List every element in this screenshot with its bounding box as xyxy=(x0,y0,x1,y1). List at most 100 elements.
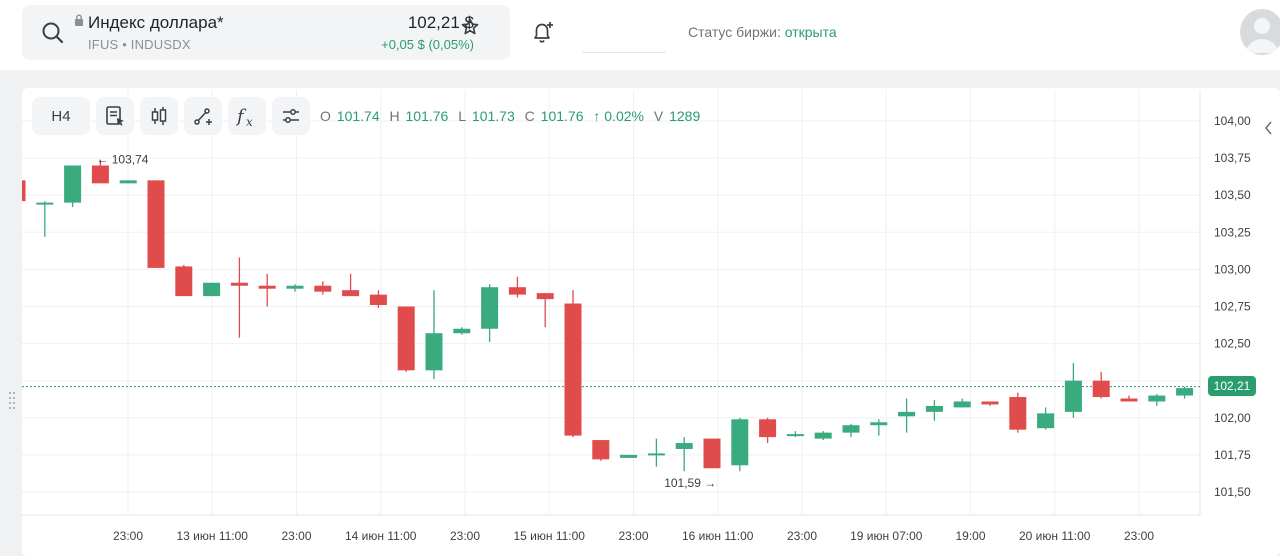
svg-text:x: x xyxy=(246,115,253,128)
avatar[interactable] xyxy=(1240,9,1280,55)
candle-body xyxy=(481,287,499,329)
candle-body xyxy=(1037,413,1055,429)
ticker-name: Индекс доллара* xyxy=(88,13,224,32)
candle-body xyxy=(759,419,777,438)
y-tick-label: 103,00 xyxy=(1214,262,1251,276)
settings-icon xyxy=(283,109,299,123)
chart-toolbar: H4 f x xyxy=(32,97,310,135)
drawing-icon xyxy=(194,108,212,125)
candle-body xyxy=(1176,388,1194,396)
candle-body xyxy=(647,453,665,456)
candle-body xyxy=(564,303,582,436)
ticker-code: IFUS • INDUSDX xyxy=(88,37,191,52)
ohlc-low-value: 101.73 xyxy=(471,108,515,124)
timeframe-button[interactable]: H4 xyxy=(32,97,90,135)
candle-body xyxy=(342,290,360,297)
x-tick-label: 23:00 xyxy=(618,529,648,543)
candle-body xyxy=(842,425,860,433)
ticker-price: 102,21 $ xyxy=(407,13,474,32)
min-price-label: 101,59 → xyxy=(664,476,716,490)
candle-body xyxy=(36,202,54,205)
ohlc-legend: O 101.74 H 101.76 L 101.73 C 101.76 ↑ 0.… xyxy=(320,108,706,124)
top-bar: Индекс доллара* IFUS • INDUSDX 102,21 $ … xyxy=(0,0,1280,70)
max-price-label: ← 103,74 xyxy=(96,153,148,167)
candle-body xyxy=(898,411,916,417)
y-tick-label: 104,00 xyxy=(1214,114,1251,128)
indicators-button[interactable]: f x xyxy=(228,97,266,135)
ticker-search-box[interactable]: Индекс доллара* IFUS • INDUSDX 102,21 $ … xyxy=(22,5,510,60)
candle-body xyxy=(369,294,387,306)
candle-body xyxy=(230,282,248,286)
x-tick-label: 23:00 xyxy=(787,529,817,543)
ohlc-low-label: L xyxy=(458,108,467,124)
candle-body xyxy=(731,419,749,466)
x-tick-label: 23:00 xyxy=(450,529,480,543)
ohlc-change-value: ↑ 0.02% xyxy=(593,108,644,124)
candle-body xyxy=(175,266,193,297)
ohlc-open-label: O xyxy=(320,108,331,124)
y-tick-label: 102,00 xyxy=(1214,411,1251,425)
candle-body xyxy=(314,285,332,292)
exchange-status-value: открыта xyxy=(784,24,837,40)
user-icon xyxy=(1246,18,1278,53)
ohlc-open-value: 101.74 xyxy=(336,108,380,124)
x-tick-label: 23:00 xyxy=(281,529,311,543)
chart-settings-button[interactable] xyxy=(272,97,310,135)
candle-body xyxy=(425,333,443,371)
candle-body xyxy=(64,165,82,203)
candle-body xyxy=(91,165,109,184)
candle-body xyxy=(786,434,804,437)
x-tick-label: 23:00 xyxy=(1124,529,1154,543)
y-tick-label: 103,25 xyxy=(1214,225,1251,239)
chevron-left-icon[interactable] xyxy=(1262,118,1276,138)
y-tick-label: 101,75 xyxy=(1214,448,1251,462)
y-tick-label: 102,75 xyxy=(1214,300,1251,314)
drag-handle-icon[interactable] xyxy=(8,390,16,412)
search-icon[interactable] xyxy=(40,20,66,46)
bell-add-icon[interactable] xyxy=(530,19,556,45)
candle-body xyxy=(703,438,721,469)
orders-icon xyxy=(106,106,124,126)
drawing-tools-button[interactable] xyxy=(184,97,222,135)
candle-body xyxy=(119,180,137,184)
candle-body xyxy=(203,282,221,297)
candle-body xyxy=(397,306,415,371)
y-tick-label: 103,75 xyxy=(1214,151,1251,165)
candle-body xyxy=(1148,395,1166,402)
candle-body xyxy=(1092,380,1110,398)
candle-body xyxy=(814,432,832,439)
candle-body xyxy=(147,180,165,268)
exchange-status-label: Статус биржи: xyxy=(688,24,785,40)
exchange-status: Статус биржи: открыта xyxy=(688,24,837,40)
x-tick-label: 15 июн 11:00 xyxy=(514,529,586,543)
x-tick-label: 19 июн 07:00 xyxy=(850,529,923,543)
chart-panel xyxy=(22,88,1280,556)
x-tick-label: 20 июн 11:00 xyxy=(1019,529,1091,543)
candle-body xyxy=(508,287,526,295)
y-tick-label: 101,50 xyxy=(1214,485,1251,499)
candle-body xyxy=(953,401,971,408)
candle-body xyxy=(620,454,638,458)
ohlc-high-label: H xyxy=(389,108,400,124)
chart-type-button[interactable] xyxy=(140,97,178,135)
lock-icon xyxy=(75,14,83,26)
plot-left-mask xyxy=(0,90,22,515)
tab-underline xyxy=(582,52,666,53)
x-tick-label: 19:00 xyxy=(955,529,985,543)
candle-body xyxy=(1009,397,1027,430)
candle-body xyxy=(981,401,999,405)
candles-icon xyxy=(151,107,167,125)
candle-body xyxy=(536,293,554,300)
orders-button[interactable] xyxy=(96,97,134,135)
star-icon[interactable] xyxy=(460,17,480,37)
ticker-change: +0,05 $ (0,05%) xyxy=(381,37,474,52)
candle-body xyxy=(258,285,276,289)
candle-body xyxy=(1120,398,1138,402)
ohlc-volume-value: 1289 xyxy=(669,108,701,124)
candle-body xyxy=(1064,380,1082,412)
candle-body xyxy=(925,405,943,412)
y-tick-label: 102,50 xyxy=(1214,337,1251,351)
candle-body xyxy=(286,285,304,289)
ohlc-high-value: 101.76 xyxy=(405,108,449,124)
